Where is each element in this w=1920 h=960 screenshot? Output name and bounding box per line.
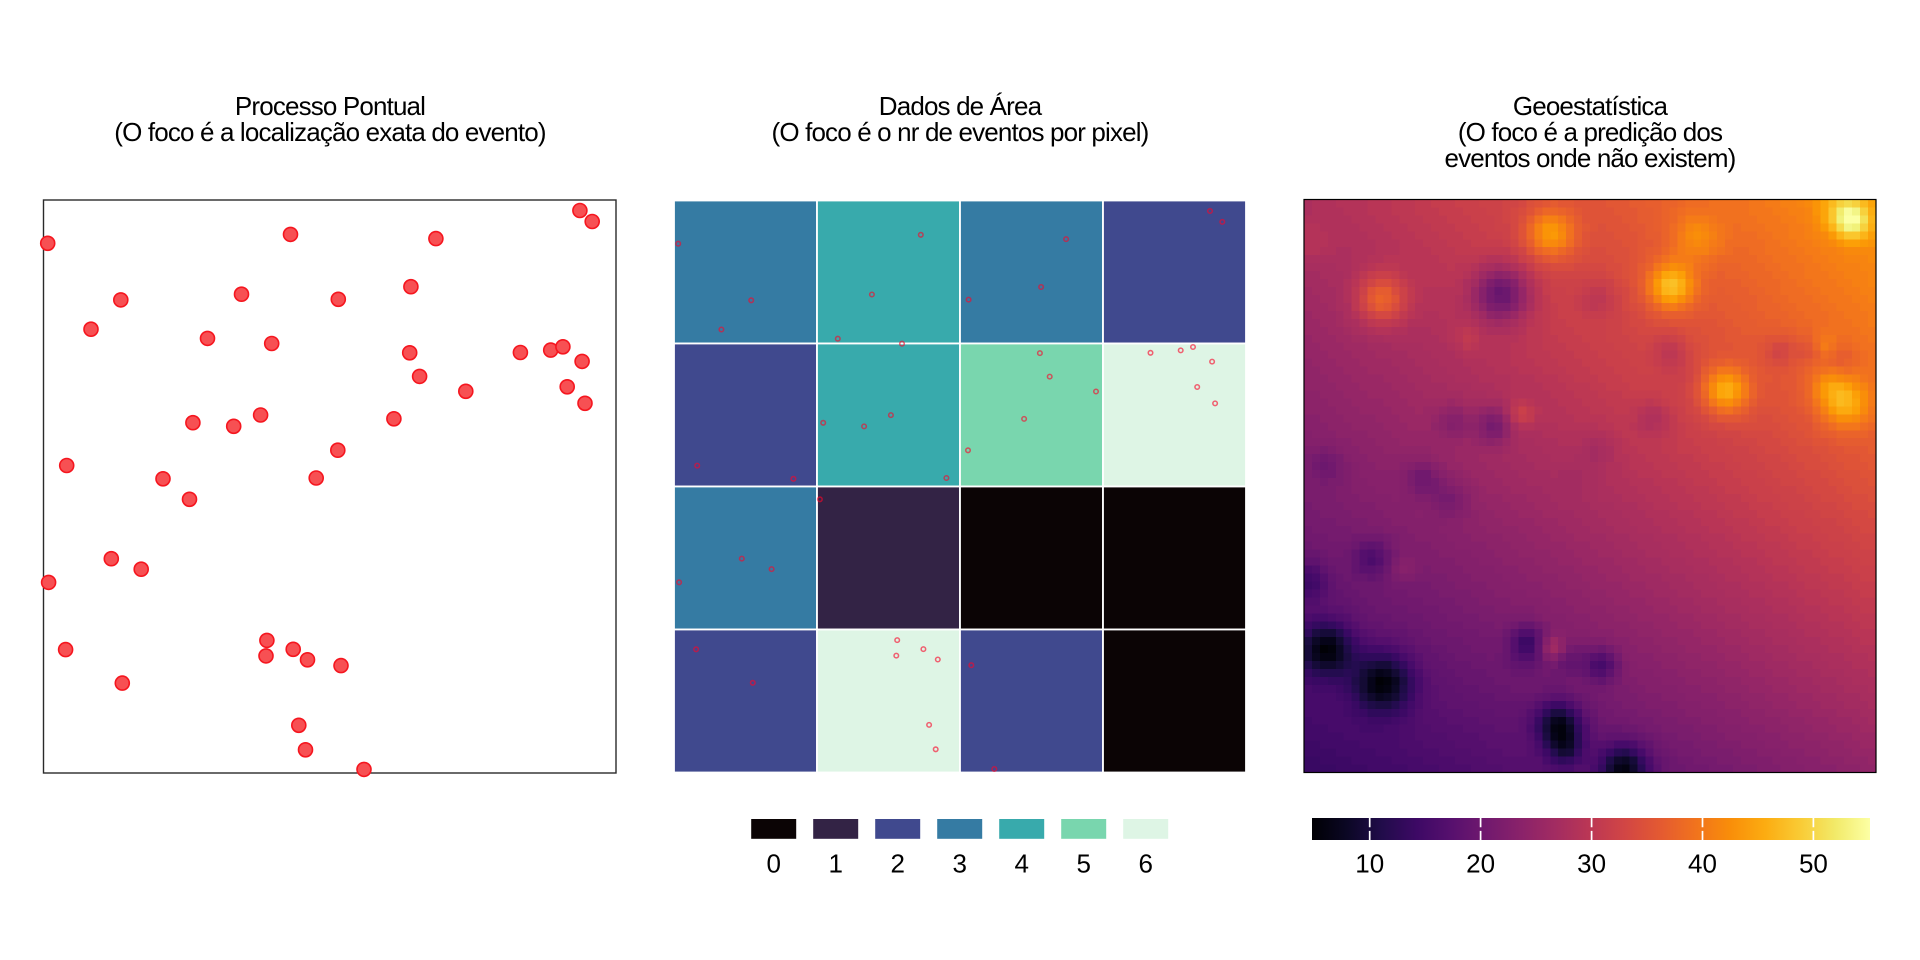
svg-text:20: 20 xyxy=(1466,849,1495,879)
svg-text:3: 3 xyxy=(952,849,966,879)
svg-text:(O foco é a localização exata: (O foco é a localização exata do evento) xyxy=(114,117,546,147)
svg-text:Dados de Área: Dados de Área xyxy=(879,91,1043,121)
svg-text:0: 0 xyxy=(766,849,780,879)
svg-text:10: 10 xyxy=(1355,849,1384,879)
svg-text:(O foco é a predição dos: (O foco é a predição dos xyxy=(1458,117,1723,147)
svg-text:1: 1 xyxy=(828,849,842,879)
svg-text:6: 6 xyxy=(1138,849,1152,879)
svg-text:eventos onde não existem): eventos onde não existem) xyxy=(1445,143,1736,173)
svg-text:Geoestatística: Geoestatística xyxy=(1513,91,1669,121)
svg-text:40: 40 xyxy=(1688,849,1717,879)
svg-text:5: 5 xyxy=(1076,849,1090,879)
svg-text:Processo Pontual: Processo Pontual xyxy=(235,91,425,121)
svg-text:30: 30 xyxy=(1577,849,1606,879)
svg-text:50: 50 xyxy=(1799,849,1828,879)
svg-text:4: 4 xyxy=(1014,849,1028,879)
svg-text:2: 2 xyxy=(890,849,904,879)
svg-text:(O foco é o nr de eventos por: (O foco é o nr de eventos por pixel) xyxy=(772,117,1149,147)
